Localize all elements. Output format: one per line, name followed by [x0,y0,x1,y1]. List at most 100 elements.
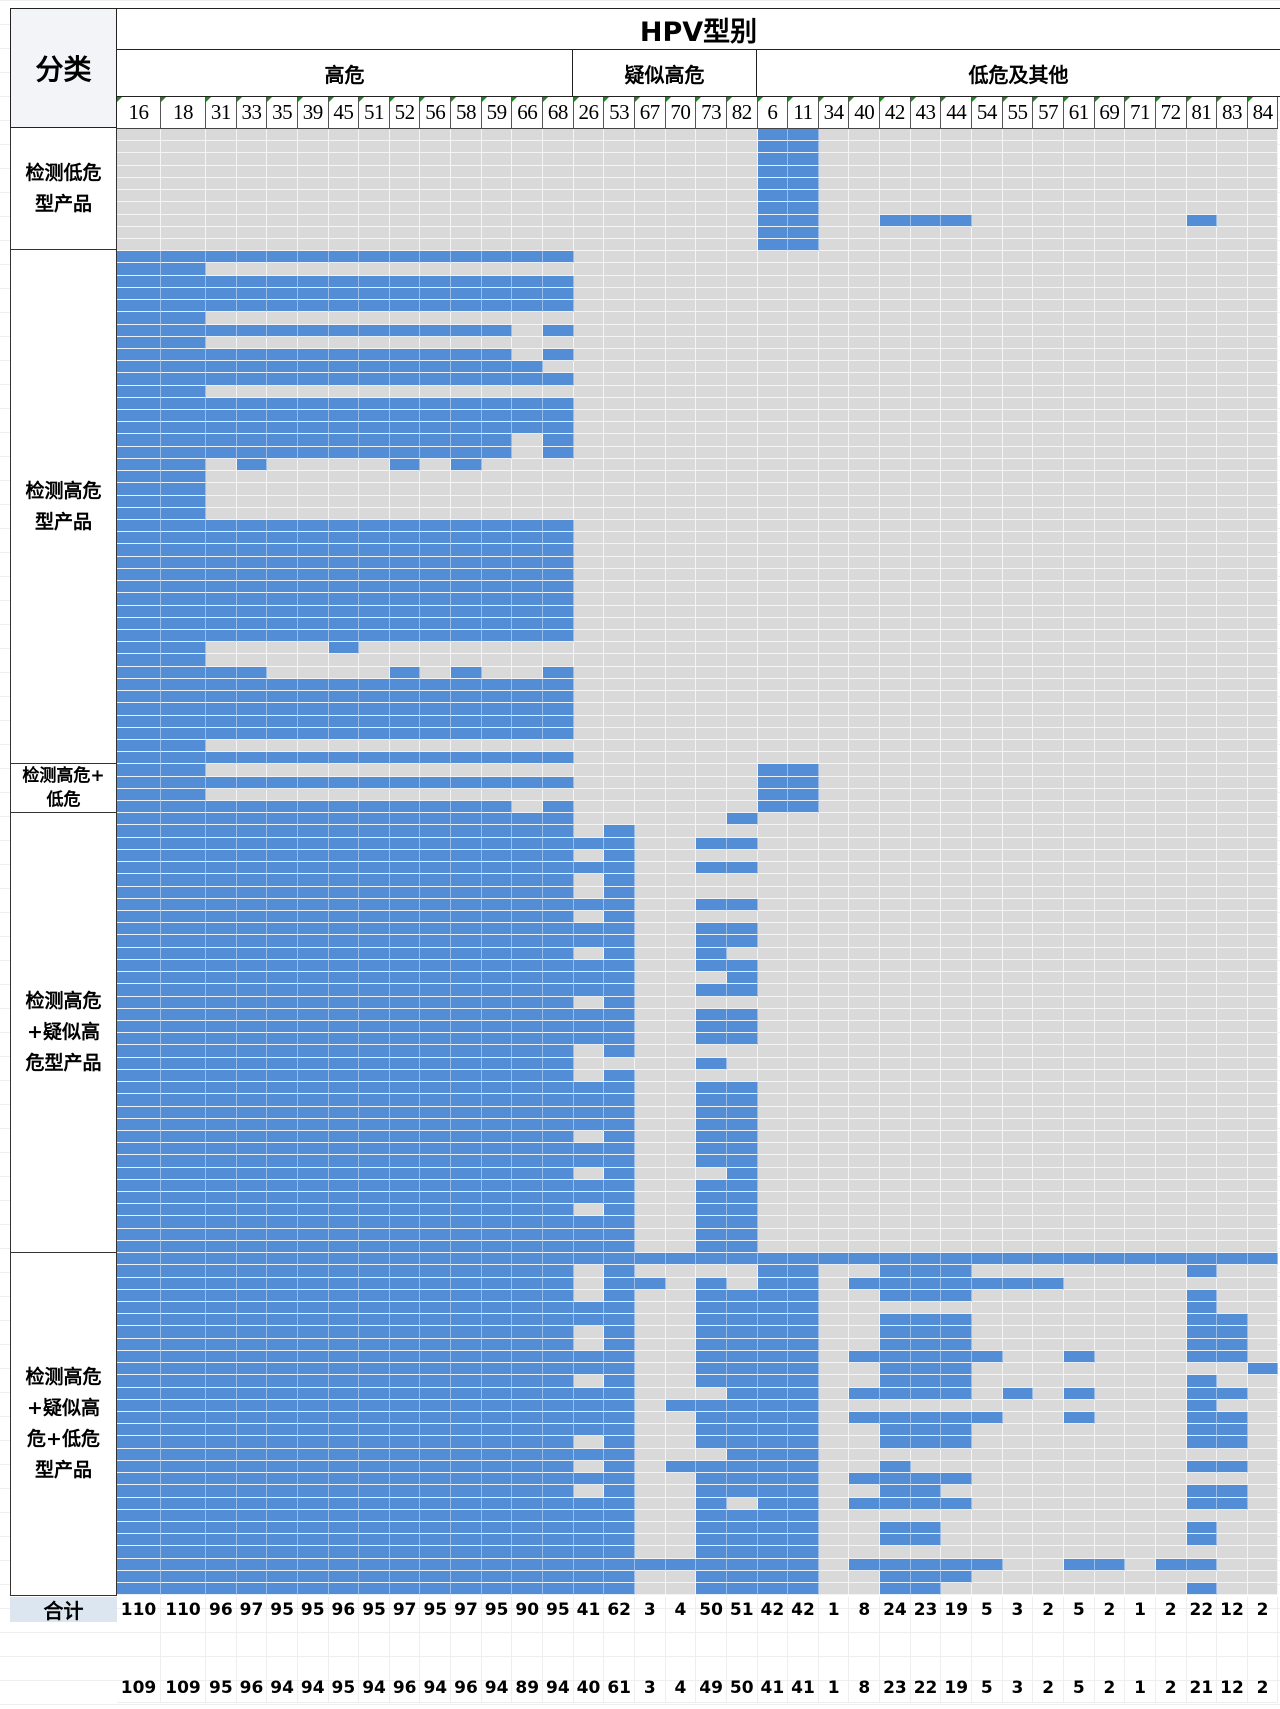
cell-positive[interactable] [573,1570,605,1584]
cell-negative[interactable] [1002,348,1034,362]
cell-negative[interactable] [696,385,727,398]
cell-positive[interactable] [206,446,237,459]
cell-positive[interactable] [941,1277,973,1290]
cell-negative[interactable] [1033,727,1064,740]
cell-negative[interactable] [696,825,727,838]
cell-positive[interactable] [117,691,161,704]
cell-positive[interactable] [757,1497,789,1510]
cell-negative[interactable] [972,593,1003,606]
cell-positive[interactable] [267,678,298,692]
cell-positive[interactable] [359,898,390,911]
cell-positive[interactable] [451,300,482,313]
cell-positive[interactable] [451,886,482,899]
cell-negative[interactable] [236,141,268,154]
cell-negative[interactable] [849,165,881,178]
cell-positive[interactable] [206,984,237,997]
cell-negative[interactable] [910,544,942,557]
cell-negative[interactable] [1247,446,1279,459]
cell-negative[interactable] [972,471,1003,484]
cell-positive[interactable] [267,813,298,826]
cell-positive[interactable] [359,825,390,838]
cell-positive[interactable] [389,715,421,728]
cell-negative[interactable] [1217,654,1248,667]
cell-positive[interactable] [512,1094,544,1107]
cell-positive[interactable] [1002,1277,1034,1290]
cell-negative[interactable] [788,666,819,679]
cell-positive[interactable] [206,691,237,704]
cell-positive[interactable] [297,1289,329,1302]
cell-negative[interactable] [573,654,605,667]
cell-positive[interactable] [573,1411,605,1425]
cell-negative[interactable] [696,617,727,630]
cell-negative[interactable] [1002,544,1034,557]
cell-negative[interactable] [1125,1106,1156,1119]
cell-positive[interactable] [389,434,421,447]
cell-positive[interactable] [117,1460,161,1474]
cell-negative[interactable] [910,422,942,435]
cell-negative[interactable] [573,678,605,692]
cell-positive[interactable] [117,959,161,973]
cell-negative[interactable] [1125,1118,1156,1131]
cell-negative[interactable] [1155,1094,1187,1107]
cell-positive[interactable] [696,1253,727,1266]
cell-negative[interactable] [757,348,789,362]
cell-negative[interactable] [573,202,605,215]
cell-negative[interactable] [696,1387,727,1400]
cell-negative[interactable] [1002,202,1034,215]
cell-positive[interactable] [941,1350,973,1364]
cell-positive[interactable] [267,1583,298,1596]
cell-negative[interactable] [818,190,850,203]
cell-negative[interactable] [634,752,666,765]
cell-negative[interactable] [696,581,727,594]
cell-negative[interactable] [206,471,237,484]
cell-positive[interactable] [451,1387,482,1400]
cell-positive[interactable] [420,544,452,557]
cell-negative[interactable] [818,825,850,838]
cell-negative[interactable] [726,666,758,679]
cell-positive[interactable] [328,373,360,386]
cell-negative[interactable] [665,959,697,973]
cell-negative[interactable] [665,177,697,191]
cell-negative[interactable] [1002,1289,1034,1302]
cell-positive[interactable] [696,984,727,997]
cell-positive[interactable] [267,898,298,911]
cell-negative[interactable] [512,739,544,753]
cell-positive[interactable] [420,300,452,313]
cell-positive[interactable] [297,1155,329,1168]
cell-negative[interactable] [389,495,421,508]
cell-positive[interactable] [161,703,206,716]
cell-negative[interactable] [972,605,1003,618]
cell-negative[interactable] [420,141,452,154]
cell-negative[interactable] [910,752,942,765]
cell-positive[interactable] [359,287,390,301]
cell-negative[interactable] [1063,1057,1095,1070]
cell-negative[interactable] [880,1240,911,1254]
cell-negative[interactable] [634,1436,666,1449]
cell-negative[interactable] [1002,874,1034,887]
cell-negative[interactable] [1247,947,1279,960]
cell-positive[interactable] [161,1118,206,1131]
cell-negative[interactable] [726,214,758,227]
cell-negative[interactable] [604,165,635,178]
cell-negative[interactable] [972,177,1003,191]
cell-positive[interactable] [267,923,298,936]
total-secondary-52[interactable]: 96 [390,1622,421,1702]
cell-positive[interactable] [573,1509,605,1522]
cell-negative[interactable] [849,1546,881,1559]
cell-negative[interactable] [1033,947,1064,960]
cell-positive[interactable] [359,568,390,582]
cell-negative[interactable] [849,202,881,215]
cell-positive[interactable] [328,1399,360,1412]
cell-negative[interactable] [634,1326,666,1339]
cell-negative[interactable] [1002,556,1034,569]
cell-negative[interactable] [726,776,758,789]
cell-negative[interactable] [1155,141,1187,154]
cell-negative[interactable] [1155,605,1187,618]
cell-negative[interactable] [512,507,544,520]
cell-positive[interactable] [161,507,206,520]
cell-negative[interactable] [1247,568,1279,582]
cell-negative[interactable] [634,727,666,740]
cell-negative[interactable] [634,764,666,777]
cell-positive[interactable] [481,1082,513,1095]
cell-negative[interactable] [1002,1583,1034,1596]
